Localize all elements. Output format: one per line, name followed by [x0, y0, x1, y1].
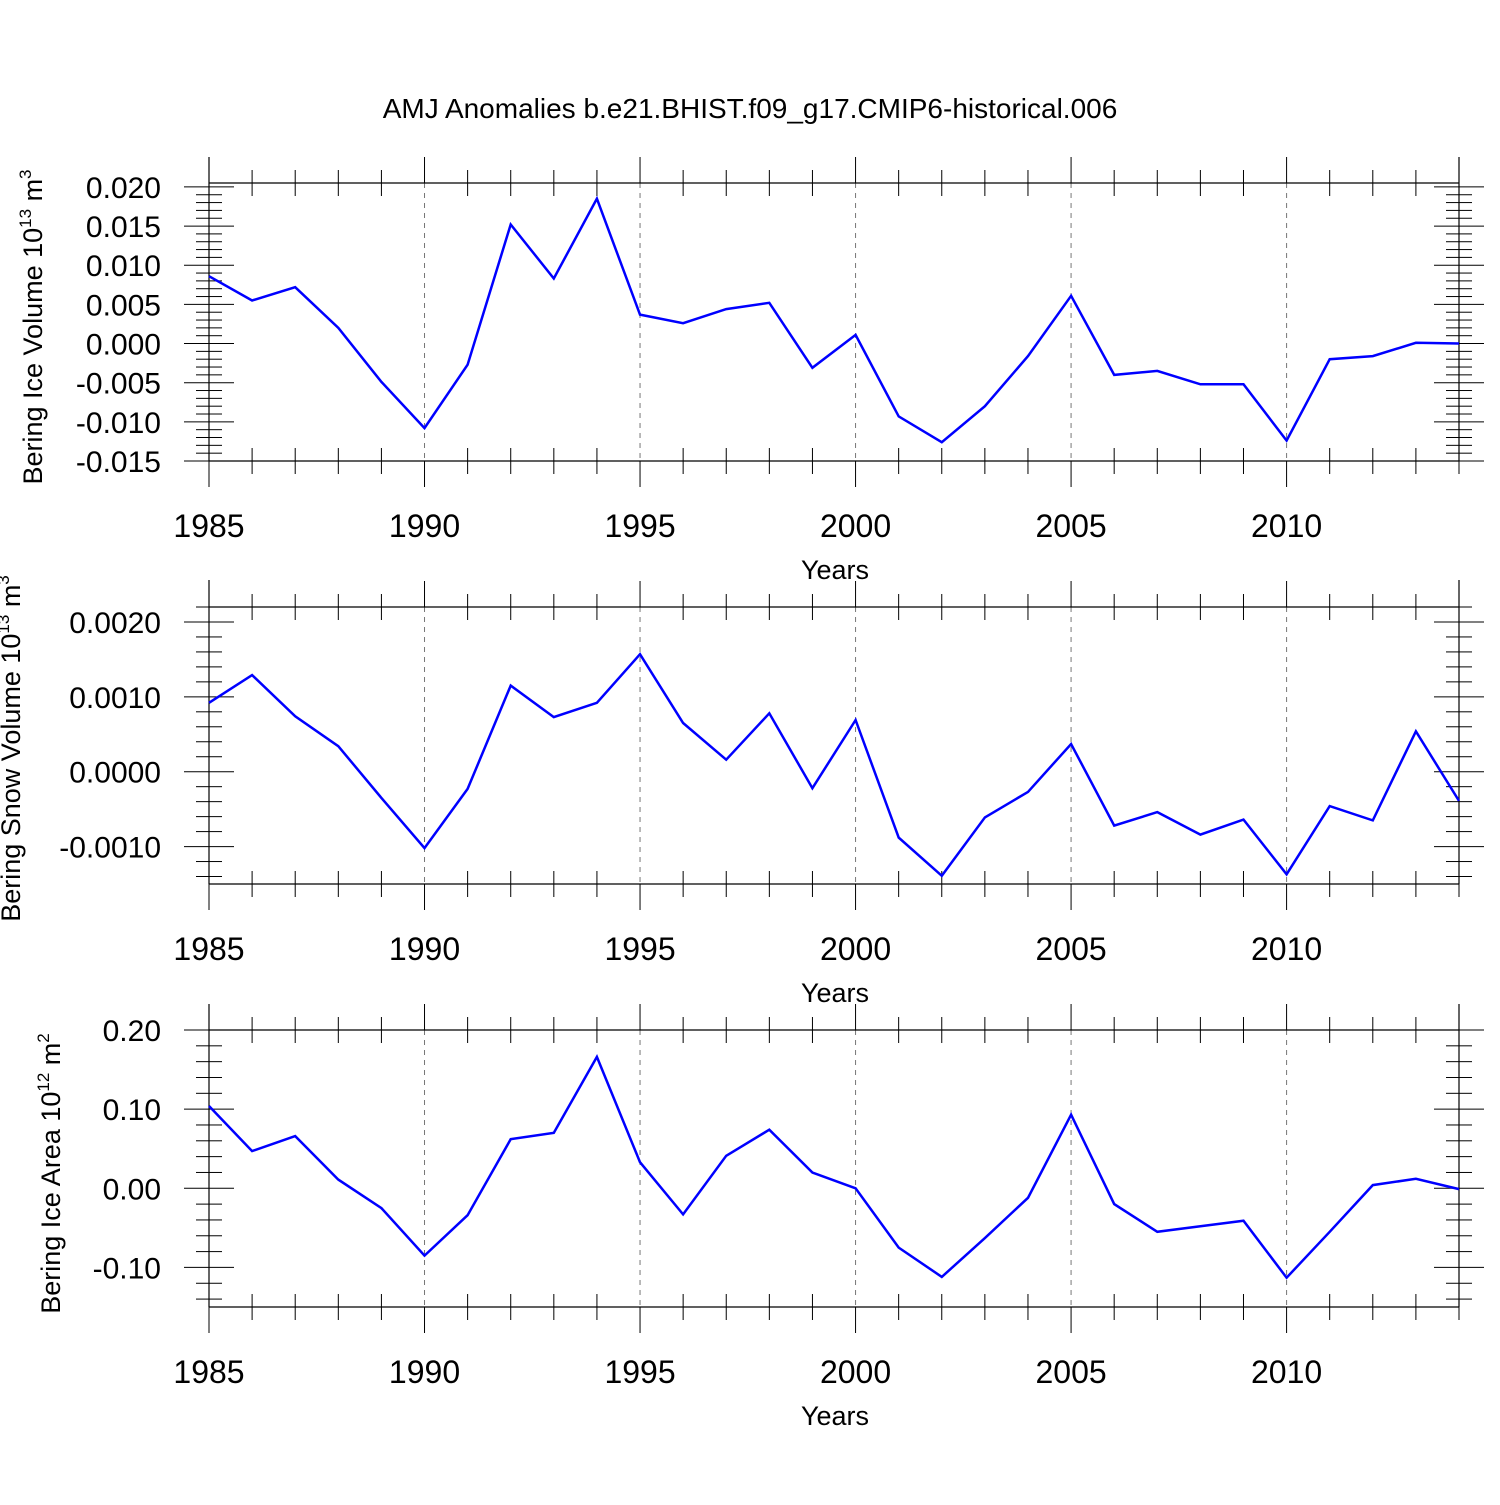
x-tick-label: 1995 — [604, 1354, 675, 1390]
x-tick-label: 1990 — [389, 508, 460, 544]
y-tick-label: 0.00 — [103, 1173, 161, 1206]
data-series-line — [209, 199, 1459, 443]
chart-panel-ice-volume: -0.015 -0.010 -0.005 0.000 0.005 0.010 0.015 0.… — [16, 157, 1484, 585]
x-tick-label: 2010 — [1251, 1354, 1322, 1390]
x-tick-label: 1985 — [173, 931, 244, 967]
x-tick-label: 1990 — [389, 1354, 460, 1390]
y-axis-label-superscript: 2 — [34, 1033, 53, 1042]
y-axis-label-superscript: 13 — [16, 209, 35, 228]
x-tick-label: 1995 — [604, 508, 675, 544]
x-tick-label: 2005 — [1035, 508, 1106, 544]
x-tick-label: 2005 — [1035, 931, 1106, 967]
chart-panel-snow-volume: -0.0010 0.0000 0.0010 0.0020 1985 1990 1995 200… — [0, 575, 1484, 1008]
x-tick-label: 2000 — [820, 1354, 891, 1390]
y-axis-label-superscript: 12 — [34, 1073, 53, 1092]
x-tick-label: 1990 — [389, 931, 460, 967]
x-tick-label: 2005 — [1035, 1354, 1106, 1390]
y-tick-label: 0.0000 — [69, 757, 161, 790]
y-axis-label: Bering Ice Volume 1013 m3 — [16, 169, 48, 484]
y-tick-label: 0.20 — [103, 1015, 161, 1048]
x-axis-label: Years — [801, 1401, 869, 1431]
x-tick-label: 1985 — [173, 1354, 244, 1390]
data-series-line — [209, 654, 1459, 876]
x-tick-label: 2010 — [1251, 931, 1322, 967]
x-tick-label: 1995 — [604, 931, 675, 967]
x-tick-label: 2010 — [1251, 508, 1322, 544]
y-axis-label-part: m — [36, 1043, 66, 1073]
x-tick-label: 2000 — [820, 931, 891, 967]
x-tick-label: 1985 — [173, 508, 244, 544]
y-tick-label: -0.10 — [93, 1252, 161, 1285]
y-tick-label: -0.010 — [76, 407, 161, 440]
y-axis-label-part: Bering Snow Volume 10 — [0, 634, 26, 922]
y-axis-label-superscript: 3 — [0, 575, 13, 584]
y-tick-label: 0.000 — [86, 329, 161, 362]
y-axis-label-superscript: 3 — [16, 169, 35, 178]
y-axis-label-part: Bering Ice Volume 10 — [18, 228, 48, 485]
y-tick-label: 0.015 — [86, 211, 161, 244]
y-tick-label: 0.020 — [86, 172, 161, 205]
figure-title: AMJ Anomalies b.e21.BHIST.f09_g17.CMIP6-… — [383, 93, 1118, 124]
y-tick-label: 0.010 — [86, 250, 161, 283]
x-axis-label: Years — [801, 555, 869, 585]
y-axis-label-part: m — [0, 585, 26, 615]
y-axis-label-superscript: 13 — [0, 615, 13, 634]
y-axis-label: Bering Snow Volume 1013 m3 — [0, 575, 26, 922]
chart-panel-ice-area: -0.10 0.00 0.10 0.20 1985 1990 1995 2000 2005 201… — [34, 1004, 1484, 1431]
y-tick-label: 0.10 — [103, 1094, 161, 1127]
y-tick-label: 0.0010 — [69, 682, 161, 715]
y-tick-label: 0.0020 — [69, 607, 161, 640]
x-axis-label: Years — [801, 978, 869, 1008]
data-series-line — [209, 1057, 1459, 1278]
y-axis-label-part: m — [18, 179, 48, 209]
y-axis-label: Bering Ice Area 1012 m2 — [34, 1033, 66, 1314]
x-tick-label: 2000 — [820, 508, 891, 544]
y-tick-label: -0.015 — [76, 446, 161, 479]
y-tick-label: -0.005 — [76, 368, 161, 401]
y-tick-label: -0.0010 — [59, 832, 161, 865]
panels: -0.015 -0.010 -0.005 0.000 0.005 0.010 0.015 0.… — [0, 157, 1484, 1431]
y-axis-label-part: Bering Ice Area 10 — [36, 1092, 66, 1314]
y-tick-label: 0.005 — [86, 289, 161, 322]
